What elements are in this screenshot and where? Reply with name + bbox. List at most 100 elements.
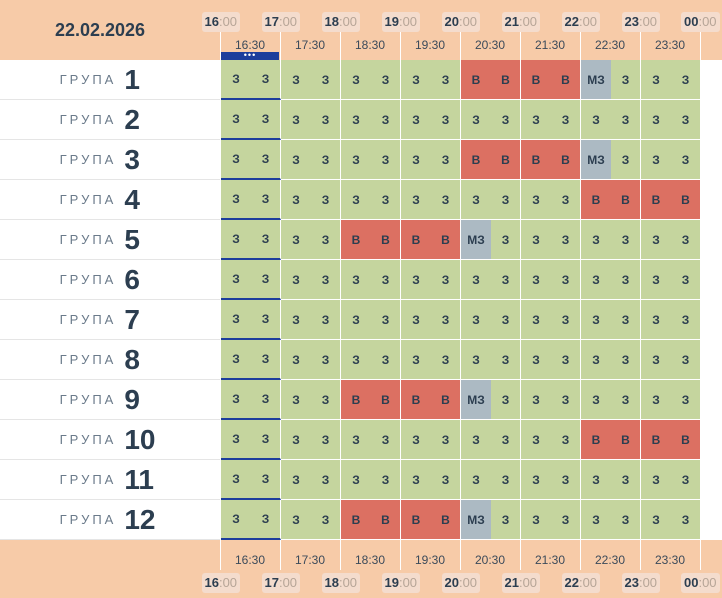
slot-cell[interactable]: В [491,140,521,180]
slot-cell[interactable]: З [341,460,371,500]
slot-cell[interactable]: З [671,60,701,100]
slot-cell[interactable]: З [521,180,551,220]
slot-cell[interactable]: З [401,180,431,220]
slot-cell[interactable]: З [431,180,461,220]
slot-cell[interactable]: З [281,300,311,340]
slot-cell[interactable]: З [311,420,341,460]
slot-cell[interactable]: З [401,260,431,300]
slot-cell[interactable]: З [611,60,641,100]
slot-cell[interactable]: З [671,500,701,540]
slot-cell[interactable]: З [491,100,521,140]
slot-cell[interactable]: З [461,180,491,220]
slot-cell[interactable]: З [491,220,521,260]
slot-cell[interactable]: З [521,260,551,300]
slot-cell[interactable]: З [281,180,311,220]
slot-cell[interactable]: З [611,460,641,500]
slot-cell[interactable]: З [401,340,431,380]
slot-cell[interactable]: З [491,500,521,540]
slot-cell[interactable]: З [581,340,611,380]
slot-cell[interactable]: З [251,260,281,300]
slot-cell[interactable]: В [401,380,431,420]
slot-cell[interactable]: З [221,260,251,300]
slot-cell[interactable]: З [431,460,461,500]
slot-cell[interactable]: В [431,220,461,260]
slot-cell[interactable]: З [371,140,401,180]
slot-cell[interactable]: З [371,260,401,300]
slot-cell[interactable]: З [461,300,491,340]
slot-cell[interactable]: З [491,460,521,500]
slot-cell[interactable]: З [251,420,281,460]
slot-cell[interactable]: З [551,460,581,500]
slot-cell[interactable]: З [371,100,401,140]
slot-cell[interactable]: З [521,100,551,140]
slot-cell[interactable]: З [251,380,281,420]
slot-cell[interactable]: В [371,500,401,540]
slot-cell[interactable]: З [521,300,551,340]
slot-cell[interactable]: З [641,380,671,420]
slot-cell[interactable]: З [251,220,281,260]
slot-cell[interactable]: З [221,100,251,140]
slot-cell[interactable]: З [551,260,581,300]
slot-cell[interactable]: З [521,340,551,380]
slot-cell[interactable]: З [641,140,671,180]
slot-cell[interactable]: З [281,340,311,380]
slot-cell[interactable]: З [311,460,341,500]
slot-cell[interactable]: З [311,180,341,220]
slot-cell[interactable]: З [341,420,371,460]
slot-cell[interactable]: З [371,420,401,460]
slot-cell[interactable]: З [611,140,641,180]
slot-cell[interactable]: З [671,380,701,420]
slot-cell[interactable]: МЗ [461,220,491,260]
slot-cell[interactable]: З [641,500,671,540]
slot-cell[interactable]: З [251,180,281,220]
slot-cell[interactable]: З [371,180,401,220]
slot-cell[interactable]: З [671,140,701,180]
slot-cell[interactable]: З [371,60,401,100]
slot-cell[interactable]: З [281,500,311,540]
slot-cell[interactable]: З [251,100,281,140]
slot-cell[interactable]: З [281,460,311,500]
slot-cell[interactable]: З [431,340,461,380]
slot-cell[interactable]: В [551,140,581,180]
slot-cell[interactable]: З [281,60,311,100]
slot-cell[interactable]: З [221,500,251,540]
slot-cell[interactable]: З [341,260,371,300]
slot-cell[interactable]: З [281,140,311,180]
slot-cell[interactable]: З [221,60,251,100]
slot-cell[interactable]: МЗ [461,380,491,420]
slot-cell[interactable]: З [491,300,521,340]
slot-cell[interactable]: В [401,220,431,260]
slot-cell[interactable]: З [311,100,341,140]
slot-cell[interactable]: З [401,140,431,180]
slot-cell[interactable]: З [431,100,461,140]
slot-cell[interactable]: З [551,420,581,460]
slot-cell[interactable]: В [431,500,461,540]
slot-cell[interactable]: З [551,340,581,380]
slot-cell[interactable]: В [461,140,491,180]
slot-cell[interactable]: З [611,300,641,340]
slot-cell[interactable]: З [311,300,341,340]
slot-cell[interactable]: В [641,180,671,220]
slot-cell[interactable]: З [401,300,431,340]
slot-cell[interactable]: З [581,500,611,540]
slot-cell[interactable]: З [401,420,431,460]
slot-cell[interactable]: З [401,60,431,100]
slot-cell[interactable]: З [521,420,551,460]
slot-cell[interactable]: З [371,300,401,340]
slot-cell[interactable]: З [671,100,701,140]
slot-cell[interactable]: З [431,300,461,340]
slot-cell[interactable]: З [371,340,401,380]
slot-cell[interactable]: З [611,100,641,140]
slot-cell[interactable]: З [581,460,611,500]
slot-cell[interactable]: В [521,60,551,100]
slot-cell[interactable]: З [221,220,251,260]
slot-cell[interactable]: З [311,220,341,260]
slot-cell[interactable]: МЗ [581,60,611,100]
slot-cell[interactable]: В [521,140,551,180]
slot-cell[interactable]: З [611,220,641,260]
slot-cell[interactable]: З [611,380,641,420]
slot-cell[interactable]: З [611,500,641,540]
slot-cell[interactable]: З [221,300,251,340]
slot-cell[interactable]: МЗ [461,500,491,540]
slot-cell[interactable]: З [641,260,671,300]
